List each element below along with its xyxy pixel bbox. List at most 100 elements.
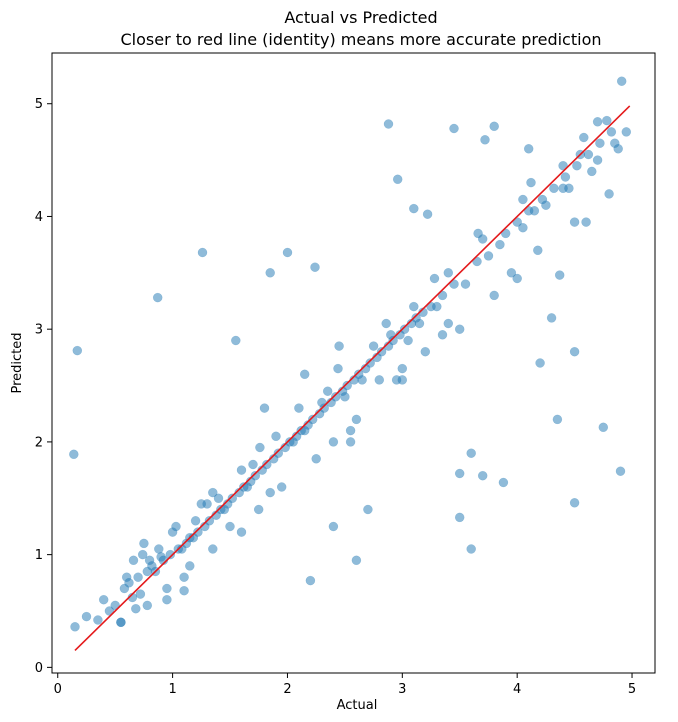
y-tick-label: 2 (35, 435, 43, 450)
scatter-point (204, 516, 215, 526)
scatter-point (179, 585, 189, 596)
x-tick-label: 5 (628, 682, 636, 697)
scatter-point (537, 194, 548, 205)
chart-subtitle: Closer to red line (identity) means more… (120, 30, 601, 49)
scatter-point (190, 516, 201, 526)
scatter-point (342, 380, 352, 391)
scatter-point (162, 583, 172, 594)
scatter-point (583, 149, 594, 160)
scatter-point (397, 363, 408, 374)
scatter-point (93, 615, 103, 625)
scatter-point (322, 386, 333, 396)
scatter-point (351, 555, 362, 566)
chart-title: Actual vs Predicted (284, 8, 437, 27)
x-tick-label: 1 (168, 682, 176, 697)
scatter-point (572, 160, 582, 171)
scatter-point (610, 138, 620, 148)
scatter-point (579, 132, 589, 143)
scatter-point (473, 228, 483, 239)
scatter-point (353, 369, 364, 380)
y-tick-label: 4 (35, 210, 43, 225)
scatter-point (165, 549, 176, 560)
scatter-point (587, 166, 597, 177)
scatter-point (137, 549, 148, 560)
scatter-point (523, 144, 534, 154)
scatter-point (392, 174, 403, 185)
scatter-point (489, 121, 499, 132)
scatter-point (376, 346, 387, 357)
y-tick-label: 5 (35, 97, 43, 112)
scatter-point (208, 544, 218, 554)
scatter-point (296, 425, 306, 436)
scatter-point (381, 318, 391, 329)
scatter-point (616, 76, 627, 86)
scatter-point (569, 498, 580, 508)
scatter-point (558, 160, 568, 171)
scatter-point (512, 273, 522, 284)
x-axis-label: Actual (337, 698, 378, 713)
scatter-point (606, 127, 617, 137)
scatter-point (255, 442, 265, 453)
scatter-point (310, 262, 320, 272)
scatter-point (345, 425, 356, 436)
scatter-point (429, 273, 440, 284)
scatter-point (554, 270, 565, 280)
scatter-point (265, 487, 275, 498)
x-tick-label: 4 (513, 682, 521, 697)
y-tick-label: 1 (35, 548, 43, 563)
scatter-point (489, 290, 499, 301)
scatter-point (598, 422, 609, 433)
scatter-point (131, 603, 141, 614)
scatter-point (368, 341, 379, 351)
scatter-point (196, 499, 207, 509)
scatter-point (262, 459, 272, 470)
scatter-point (104, 606, 115, 616)
scatter-point (72, 345, 83, 356)
scatter-point (133, 572, 143, 582)
scatter-point (483, 251, 494, 261)
scatter-point (116, 617, 126, 628)
scatter-point (411, 313, 421, 323)
scatter-point (535, 358, 545, 368)
scatter-point (449, 123, 459, 134)
scatter-point (560, 172, 571, 182)
scatter-point (271, 431, 281, 442)
scatter-point (365, 358, 375, 368)
scatter-point (213, 493, 224, 504)
scatter-point (70, 622, 80, 632)
scatter-point (546, 313, 557, 323)
scatter-point (569, 217, 580, 227)
y-tick-label: 0 (35, 661, 43, 676)
scatter-point (383, 119, 394, 129)
scatter-point (526, 177, 536, 188)
scatter-point (276, 482, 287, 492)
scatter-point (171, 521, 181, 532)
scatter-point (216, 504, 226, 515)
scatter-point (595, 138, 605, 148)
scatter-point (208, 487, 218, 498)
scatter-point (81, 611, 92, 622)
scatter-point (363, 504, 373, 515)
scatter-point (523, 206, 534, 216)
scatter-point (437, 290, 448, 301)
scatter-point (480, 135, 490, 145)
scatter-point (197, 247, 208, 258)
scatter-point (152, 292, 163, 303)
scatter-point (518, 194, 528, 205)
scatter-point (239, 482, 249, 492)
scatter-point (506, 268, 517, 278)
scatter-point (265, 268, 275, 278)
scatter-point (294, 403, 304, 413)
scatter-point (397, 375, 408, 385)
scatter-point (454, 324, 465, 334)
scatter-point (581, 217, 591, 227)
scatter-point (454, 512, 465, 523)
scatter-point (328, 437, 339, 447)
scatter-point (250, 470, 261, 481)
scatter-point (621, 127, 632, 137)
scatter-point (495, 239, 505, 250)
plot-frame (51, 52, 656, 674)
scatter-point (498, 477, 509, 488)
scatter-point (69, 449, 79, 460)
